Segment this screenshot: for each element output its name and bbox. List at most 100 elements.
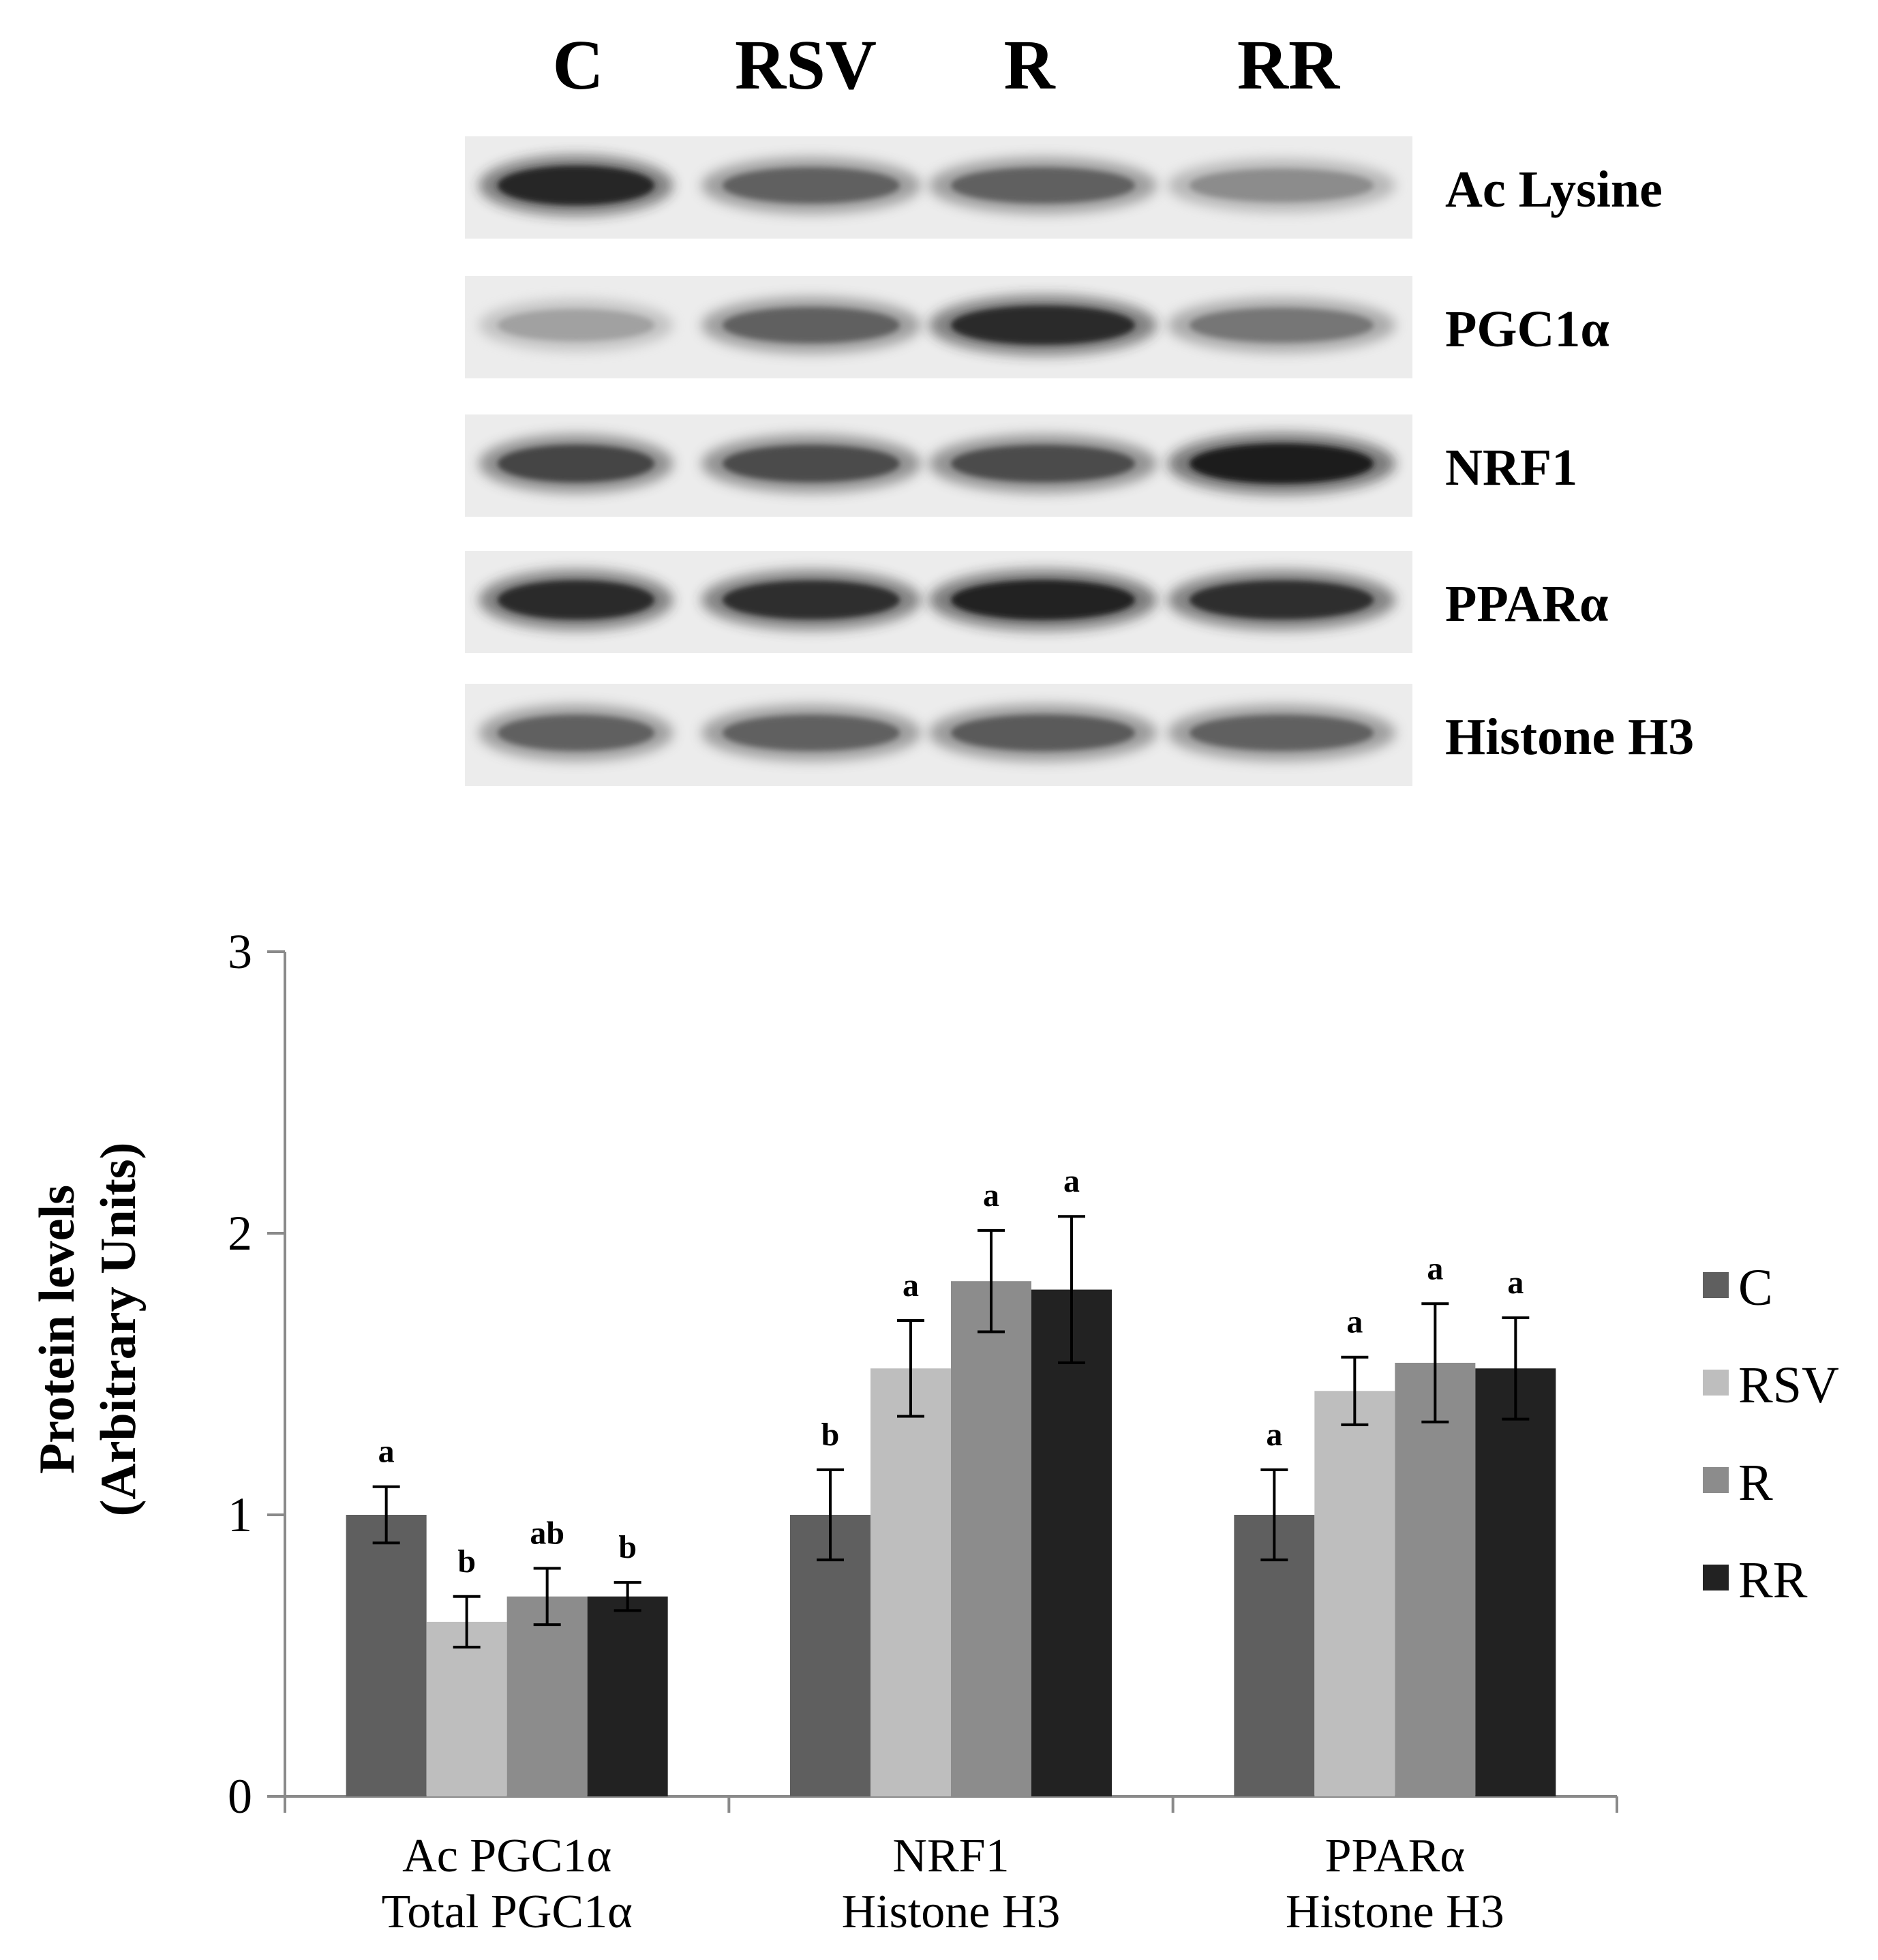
protein-label: NRF1 xyxy=(1445,439,1577,496)
blot-band xyxy=(498,444,654,483)
bar-rsv xyxy=(870,1368,951,1796)
legend-swatch xyxy=(1703,1467,1729,1493)
protein-label: Ac Lysine xyxy=(1445,161,1663,218)
y-axis-label-line: (Arbitrary Units) xyxy=(91,1143,147,1517)
legend-swatch xyxy=(1703,1565,1729,1590)
bar-c xyxy=(346,1515,427,1796)
error-bars xyxy=(372,1215,1530,1649)
y-axis-label: Protein levels (Arbitrary Units) xyxy=(29,1143,147,1517)
x-tick-label: PPARα Histone H3 xyxy=(1286,1830,1504,1938)
x-tick-label-line: Histone H3 xyxy=(842,1886,1061,1938)
bar-rr xyxy=(1031,1289,1112,1796)
y-tick-label: 0 xyxy=(228,1769,252,1824)
blot-band xyxy=(498,714,654,751)
error-bar xyxy=(978,1228,1005,1333)
x-tick-label: Ac PGC1α Total PGC1α xyxy=(382,1830,633,1938)
blot-strip-4 xyxy=(465,551,1412,653)
significance-letter: a xyxy=(1346,1304,1363,1340)
legend-item-c: C xyxy=(1703,1259,1773,1316)
bar-r xyxy=(1395,1362,1476,1796)
bar-rsv xyxy=(426,1621,507,1796)
blot-strip-3 xyxy=(465,414,1412,517)
protein-labels: Ac Lysine PGC1α NRF1 PPARα Histone H3 xyxy=(1445,161,1694,766)
bar-r xyxy=(951,1281,1031,1796)
significance-letter: b xyxy=(457,1543,476,1580)
significance-letter: a xyxy=(1427,1250,1443,1286)
significance-letter: ab xyxy=(530,1515,564,1551)
protein-label: PGC1α xyxy=(1445,301,1609,358)
y-axis-label-line: Protein levels xyxy=(29,1185,85,1474)
bars xyxy=(346,1281,1556,1796)
error-bar xyxy=(1341,1355,1369,1426)
blot-band xyxy=(1190,168,1374,202)
error-bar xyxy=(1502,1316,1530,1421)
error-bar xyxy=(372,1485,400,1545)
protein-label: Histone H3 xyxy=(1445,708,1694,766)
legend-swatch xyxy=(1703,1370,1729,1396)
error-bar xyxy=(533,1567,561,1627)
blot-band xyxy=(1190,443,1374,484)
blot-band xyxy=(951,305,1135,345)
error-bar xyxy=(1421,1302,1449,1423)
lane-label-rsv: RSV xyxy=(735,26,877,104)
bar-rr xyxy=(1475,1368,1556,1796)
blot-band xyxy=(723,444,900,483)
significance-letter: a xyxy=(378,1434,395,1470)
x-tick-label-line: PPARα xyxy=(1325,1830,1465,1882)
significance-letter: a xyxy=(983,1177,999,1213)
legend-label: RSV xyxy=(1738,1357,1839,1414)
blot-band xyxy=(723,167,900,204)
legend-label: RR xyxy=(1738,1552,1808,1609)
lane-label-r: R xyxy=(1003,26,1056,104)
legend-swatch xyxy=(1703,1272,1729,1298)
lane-label-rr: RR xyxy=(1237,26,1341,104)
blot-band xyxy=(1190,307,1374,343)
significance-letter: b xyxy=(821,1417,840,1453)
legend-item-rsv: RSV xyxy=(1703,1357,1839,1414)
x-tick-label: NRF1 Histone H3 xyxy=(842,1830,1061,1938)
blot-band xyxy=(498,309,654,342)
error-bar xyxy=(614,1581,641,1612)
x-tick-label-line: Ac PGC1α xyxy=(402,1830,611,1882)
x-tick-label-line: Histone H3 xyxy=(1286,1886,1504,1938)
protein-label: PPARα xyxy=(1445,575,1608,633)
blot-strip-1 xyxy=(465,136,1412,239)
legend-item-r: R xyxy=(1703,1454,1773,1511)
significance-letter: a xyxy=(1266,1417,1282,1453)
blot-band xyxy=(951,167,1135,204)
blot-band xyxy=(498,166,654,205)
bar-c xyxy=(790,1515,870,1796)
error-bar xyxy=(453,1595,481,1649)
bar-rsv xyxy=(1314,1391,1395,1796)
y-tick-label: 3 xyxy=(228,924,252,979)
y-tick-label: 2 xyxy=(228,1206,252,1261)
blot-band xyxy=(1190,580,1374,620)
blot-band xyxy=(723,307,900,344)
blot-band xyxy=(951,444,1135,483)
legend-item-rr: RR xyxy=(1703,1552,1808,1609)
error-bar xyxy=(1058,1215,1085,1364)
blot-band xyxy=(498,580,654,620)
blot-band xyxy=(723,714,900,751)
significance-letter: b xyxy=(618,1529,637,1565)
blot-strip-5 xyxy=(465,684,1412,786)
significance-letter: a xyxy=(903,1267,919,1303)
error-bar xyxy=(817,1468,844,1562)
blot-band xyxy=(951,714,1135,751)
y-tick-label: 1 xyxy=(228,1488,252,1542)
lane-labels: C RSV R RR xyxy=(552,26,1341,104)
error-bar xyxy=(1260,1468,1288,1562)
blot-strips xyxy=(465,136,1412,786)
bar-rr xyxy=(587,1596,668,1796)
lane-label-c: C xyxy=(552,26,603,104)
x-tick-label-line: NRF1 xyxy=(892,1830,1009,1882)
blot-band xyxy=(951,579,1135,620)
bar-c xyxy=(1234,1515,1315,1796)
legend-label: R xyxy=(1738,1454,1773,1511)
